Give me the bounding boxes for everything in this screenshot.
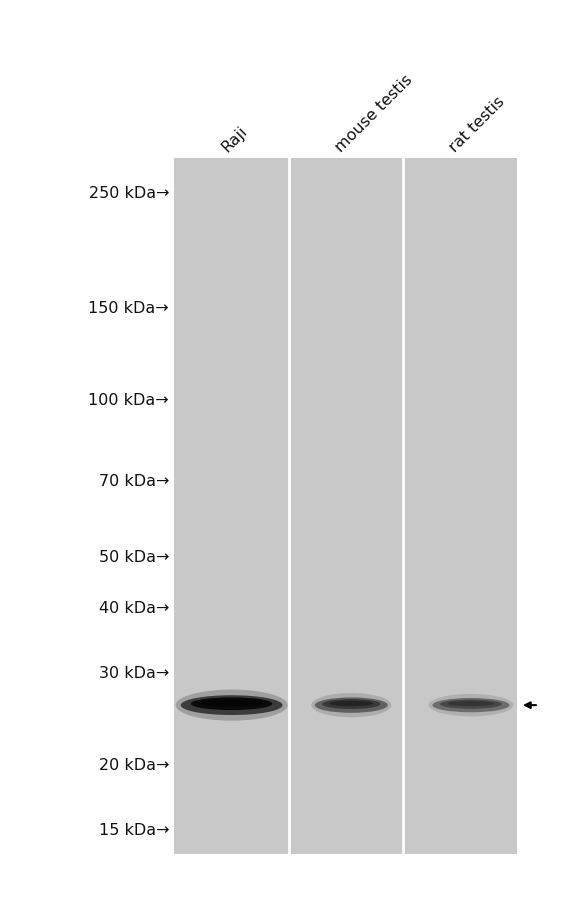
Ellipse shape [191,697,272,710]
Text: 50 kDa→: 50 kDa→ [99,550,169,565]
Ellipse shape [315,697,388,713]
Ellipse shape [176,690,288,721]
Bar [174,160,518,853]
Text: rat testis: rat testis [447,95,508,155]
Text: 30 kDa→: 30 kDa→ [99,666,169,680]
Ellipse shape [448,701,494,706]
Text: WWW.PTGLAB.COM: WWW.PTGLAB.COM [337,408,355,605]
Text: Raji: Raji [218,124,250,155]
Ellipse shape [322,699,380,709]
Ellipse shape [329,701,373,706]
Text: 250 kDa→: 250 kDa→ [88,186,169,200]
Text: 15 kDa→: 15 kDa→ [99,823,169,837]
Text: mouse testis: mouse testis [333,72,416,155]
Text: 150 kDa→: 150 kDa→ [88,301,169,316]
Ellipse shape [201,700,262,707]
Ellipse shape [433,698,510,713]
Ellipse shape [311,694,392,717]
Text: 40 kDa→: 40 kDa→ [99,601,169,615]
Ellipse shape [181,695,283,715]
Text: 70 kDa→: 70 kDa→ [99,474,169,489]
Text: 20 kDa→: 20 kDa→ [99,758,169,772]
Ellipse shape [429,695,514,716]
Text: 100 kDa→: 100 kDa→ [88,393,169,408]
Ellipse shape [440,700,502,709]
